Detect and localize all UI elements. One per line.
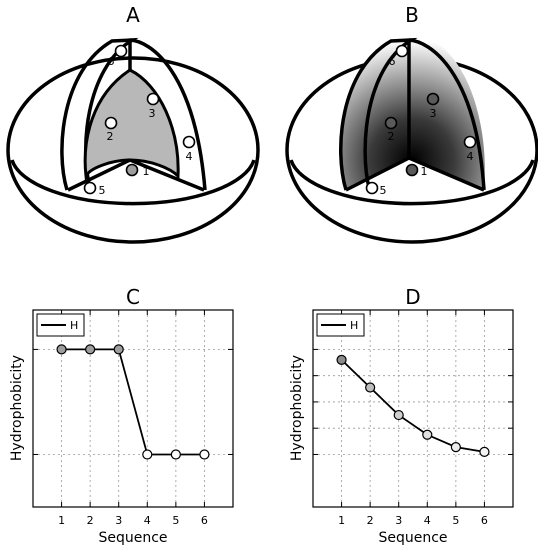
equator-line <box>289 159 535 206</box>
data-point <box>199 449 210 460</box>
sphere-point-3 <box>146 92 160 106</box>
sphere-point-label: 5 <box>99 184 106 197</box>
x-tick-label: 2 <box>367 514 374 527</box>
sphere-point-3 <box>426 92 440 106</box>
chart-c-xlabel: Sequence <box>98 530 167 546</box>
chart-d: D 1 2 3 4 5 6 H Sequence Hydrophobicity <box>289 285 514 546</box>
sphere-point-label: 3 <box>149 107 156 120</box>
chart-c-grid <box>33 310 233 507</box>
sphere-point-4 <box>463 135 477 149</box>
sphere-point-label: 2 <box>388 130 395 143</box>
sphere-point-label: 5 <box>380 184 387 197</box>
sphere-point-label: 2 <box>107 130 114 143</box>
x-tick-label: 1 <box>58 514 65 527</box>
data-point <box>113 344 124 355</box>
sphere-point-5 <box>83 181 97 195</box>
sphere-point-4 <box>182 135 196 149</box>
data-point <box>365 382 376 393</box>
chart-d-xlabel: Sequence <box>378 530 447 546</box>
chart-c: C 1 2 3 4 5 6 H Sequence Hydrophobicity <box>9 285 234 546</box>
chart-d-points <box>336 354 490 457</box>
chart-c-xticks: 1 2 3 4 5 6 <box>33 310 233 527</box>
sphere-point-label: 1 <box>143 165 150 178</box>
right-meridian <box>408 38 486 191</box>
center-spokes <box>67 158 205 192</box>
right-meridian <box>129 38 207 191</box>
center-spokes <box>345 156 485 192</box>
data-point <box>450 442 461 453</box>
series-line-h <box>61 348 205 456</box>
sphere-point-2 <box>384 116 398 130</box>
data-point <box>56 344 67 355</box>
panel-b-letter: B <box>405 3 419 27</box>
legend-label: H <box>70 319 78 332</box>
data-point <box>422 429 433 440</box>
chart-c-legend: H <box>36 313 85 337</box>
chart-d-legend: H <box>316 313 365 337</box>
chart-d-xticks: 1 2 3 4 5 6 <box>313 310 513 527</box>
data-point <box>85 344 96 355</box>
panel-b-diagram: B 1 2 3 4 5 6 <box>285 3 538 244</box>
sphere-point-label: 3 <box>430 107 437 120</box>
chart-d-frame <box>312 309 514 508</box>
panel-a-letter: A <box>126 3 140 27</box>
chart-d-line <box>340 359 485 453</box>
equator-line <box>10 159 256 206</box>
x-tick-label: 4 <box>424 514 431 527</box>
x-tick-label: 6 <box>481 514 488 527</box>
data-point <box>170 449 181 460</box>
x-tick-label: 5 <box>172 514 179 527</box>
sphere-point-label: 1 <box>421 165 428 178</box>
sphere-point-label: 6 <box>389 55 396 68</box>
chart-c-frame <box>32 309 234 508</box>
series-line-h <box>340 359 485 453</box>
sphere-point-6 <box>395 44 409 58</box>
sphere-point-5 <box>365 181 379 195</box>
x-tick-label: 2 <box>87 514 94 527</box>
data-point <box>479 446 490 457</box>
x-tick-label: 6 <box>201 514 208 527</box>
sphere-point-2 <box>104 116 118 130</box>
data-point <box>393 409 404 421</box>
chart-d-grid <box>313 310 513 507</box>
x-tick-label: 4 <box>144 514 151 527</box>
x-tick-label: 5 <box>452 514 459 527</box>
chart-c-letter: C <box>126 285 140 309</box>
panel-a-diagram: A 1 2 3 4 5 6 <box>6 3 260 244</box>
x-tick-label: 3 <box>115 514 122 527</box>
data-point <box>142 449 153 460</box>
chart-c-line <box>61 348 205 456</box>
sphere-point-1 <box>125 163 139 177</box>
sphere-point-6 <box>114 44 128 58</box>
sphere-point-label: 4 <box>467 150 474 163</box>
legend-label: H <box>350 319 358 332</box>
left-meridian <box>339 37 418 191</box>
x-tick-label: 3 <box>395 514 402 527</box>
sphere-point-label: 4 <box>186 150 193 163</box>
x-tick-label: 1 <box>338 514 345 527</box>
hydrophobicity-gradient <box>341 40 485 190</box>
sphere-point-label: 6 <box>108 55 115 68</box>
chart-c-ylabel: Hydrophobicity <box>9 355 25 461</box>
chart-d-ylabel: Hydrophobicity <box>289 355 305 461</box>
data-point <box>336 354 347 366</box>
chart-d-letter: D <box>405 285 420 309</box>
chart-c-points <box>56 344 210 460</box>
sphere-point-1 <box>405 163 419 177</box>
